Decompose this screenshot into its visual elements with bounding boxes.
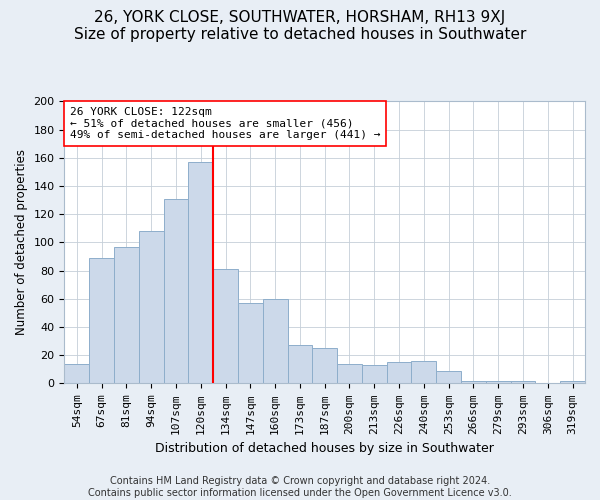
Bar — [412, 361, 436, 384]
Bar — [114, 246, 139, 384]
Bar — [238, 303, 263, 384]
Bar — [362, 365, 386, 384]
Bar — [64, 364, 89, 384]
Bar — [511, 380, 535, 384]
Bar — [263, 299, 287, 384]
Bar — [287, 346, 313, 384]
X-axis label: Distribution of detached houses by size in Southwater: Distribution of detached houses by size … — [155, 442, 494, 455]
Text: 26, YORK CLOSE, SOUTHWATER, HORSHAM, RH13 9XJ
Size of property relative to detac: 26, YORK CLOSE, SOUTHWATER, HORSHAM, RH1… — [74, 10, 526, 42]
Y-axis label: Number of detached properties: Number of detached properties — [15, 150, 28, 336]
Bar — [560, 380, 585, 384]
Text: 26 YORK CLOSE: 122sqm
← 51% of detached houses are smaller (456)
49% of semi-det: 26 YORK CLOSE: 122sqm ← 51% of detached … — [70, 107, 380, 140]
Bar — [337, 364, 362, 384]
Bar — [89, 258, 114, 384]
Bar — [164, 198, 188, 384]
Bar — [436, 371, 461, 384]
Bar — [213, 269, 238, 384]
Bar — [486, 380, 511, 384]
Bar — [386, 362, 412, 384]
Bar — [313, 348, 337, 384]
Bar — [188, 162, 213, 384]
Text: Contains HM Land Registry data © Crown copyright and database right 2024.
Contai: Contains HM Land Registry data © Crown c… — [88, 476, 512, 498]
Bar — [139, 231, 164, 384]
Bar — [461, 380, 486, 384]
